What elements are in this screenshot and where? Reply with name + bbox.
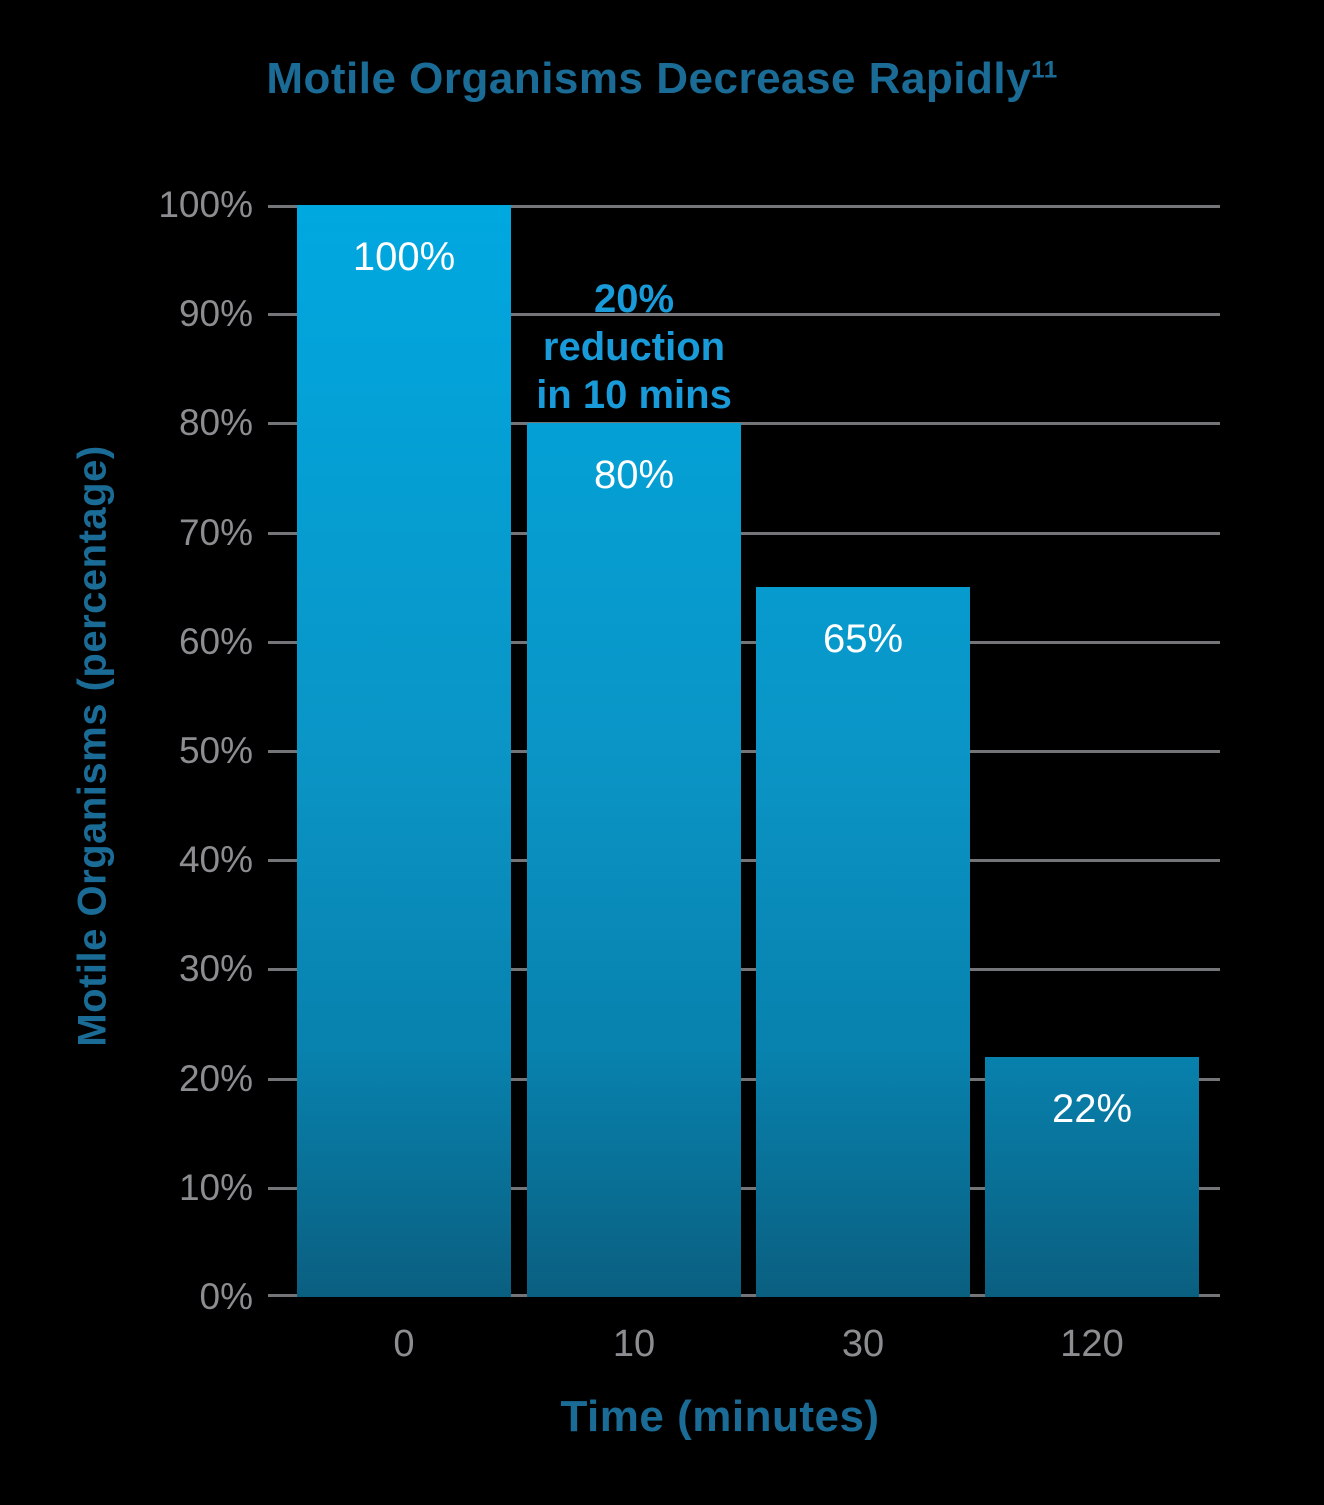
gridline xyxy=(268,313,1220,316)
x-tick-label: 10 xyxy=(612,1323,656,1365)
gridline xyxy=(268,1187,1220,1190)
bar: 22% xyxy=(985,1057,1199,1297)
gridline xyxy=(268,968,1220,971)
gridline xyxy=(268,641,1220,644)
plot-area: 100% 80% 65% 22% 20% reduction in 10 mins xyxy=(268,205,1220,1297)
y-tick-label: 40% xyxy=(178,839,253,880)
bar: 100% xyxy=(297,205,511,1297)
gridline xyxy=(268,1078,1220,1081)
bar-value-label: 100% xyxy=(352,235,456,279)
y-tick-label: 60% xyxy=(178,621,253,662)
y-tick-label: 0% xyxy=(199,1276,253,1317)
annotation-line: in 10 mins xyxy=(536,373,732,417)
bar-value-label: 65% xyxy=(822,617,904,661)
annotation: 20% reduction in 10 mins xyxy=(536,275,732,419)
y-tick-label: 50% xyxy=(178,730,253,771)
y-tick-label: 20% xyxy=(178,1058,253,1099)
bar: 80% xyxy=(527,423,741,1297)
y-axis-tick-labels: 0% 10% 20% 30% 40% 50% 60% 70% 80% 90% 100% xyxy=(0,184,253,1317)
y-tick-label: 100% xyxy=(158,184,253,225)
y-tick-label: 80% xyxy=(178,402,253,443)
y-tick-label: 10% xyxy=(178,1167,253,1208)
x-axis-tick-labels: 0 10 30 120 xyxy=(268,1297,1220,1377)
x-tick-label: 30 xyxy=(841,1323,885,1365)
annotation-line: reduction xyxy=(542,325,726,369)
gridline xyxy=(268,205,1220,208)
bar: 65% xyxy=(756,587,970,1297)
gridline xyxy=(268,1294,1220,1297)
x-axis-title: Time (minutes) xyxy=(560,1392,880,1441)
bar-value-label: 22% xyxy=(1051,1087,1133,1131)
gridline xyxy=(268,422,1220,425)
y-tick-label: 30% xyxy=(178,948,253,989)
x-tick-label: 120 xyxy=(1060,1323,1124,1365)
annotation-line: 20% xyxy=(593,277,675,321)
chart-title: Motile Organisms Decrease Rapidly11 xyxy=(0,54,1324,104)
y-tick-label: 70% xyxy=(178,512,253,553)
gridline xyxy=(268,750,1220,753)
chart-title-text: Motile Organisms Decrease Rapidly xyxy=(266,54,1032,103)
y-tick-label: 90% xyxy=(178,293,253,334)
x-tick-label: 0 xyxy=(393,1323,415,1365)
chart-title-superscript: 11 xyxy=(1031,56,1058,84)
gridline xyxy=(268,532,1220,535)
gridline xyxy=(268,859,1220,862)
bar-value-label: 80% xyxy=(593,453,675,497)
